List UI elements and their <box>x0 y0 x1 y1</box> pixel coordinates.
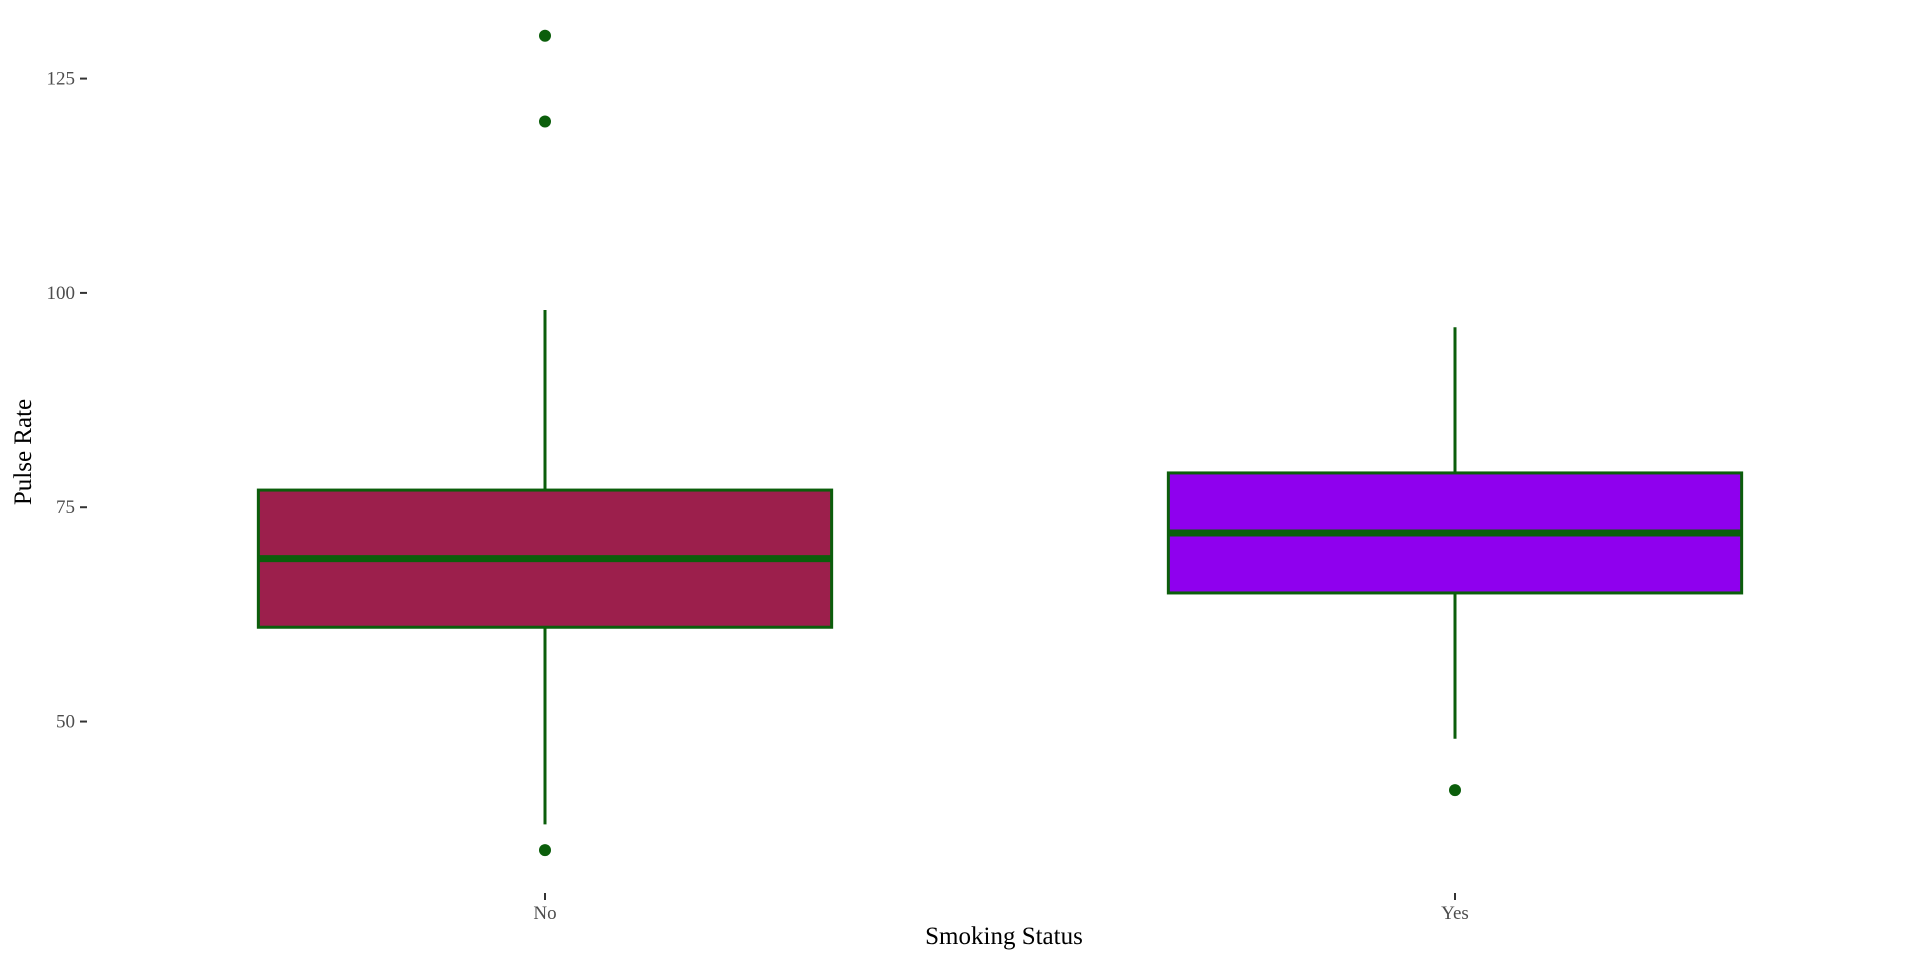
box-group-yes <box>1166 327 1744 797</box>
y-axis-title: Pulse Rate <box>10 399 37 505</box>
outlier-point <box>539 844 551 857</box>
outlier-point <box>539 29 551 42</box>
y-tick-label: 100 <box>47 283 76 304</box>
outlier-point <box>1449 784 1461 797</box>
x-axis-title: Smoking Status <box>925 923 1083 950</box>
y-tick-label: 75 <box>56 497 75 518</box>
x-tick-label: No <box>533 903 556 924</box>
boxes <box>256 29 1744 857</box>
outlier-point <box>539 115 551 128</box>
y-tick-label: 50 <box>56 712 75 733</box>
y-axis: 50 75 100 125 <box>47 69 87 733</box>
y-tick-label: 125 <box>47 69 76 90</box>
box-group-no <box>256 29 834 857</box>
x-tick-label: Yes <box>1441 903 1469 924</box>
x-axis: No Yes <box>533 893 1469 924</box>
